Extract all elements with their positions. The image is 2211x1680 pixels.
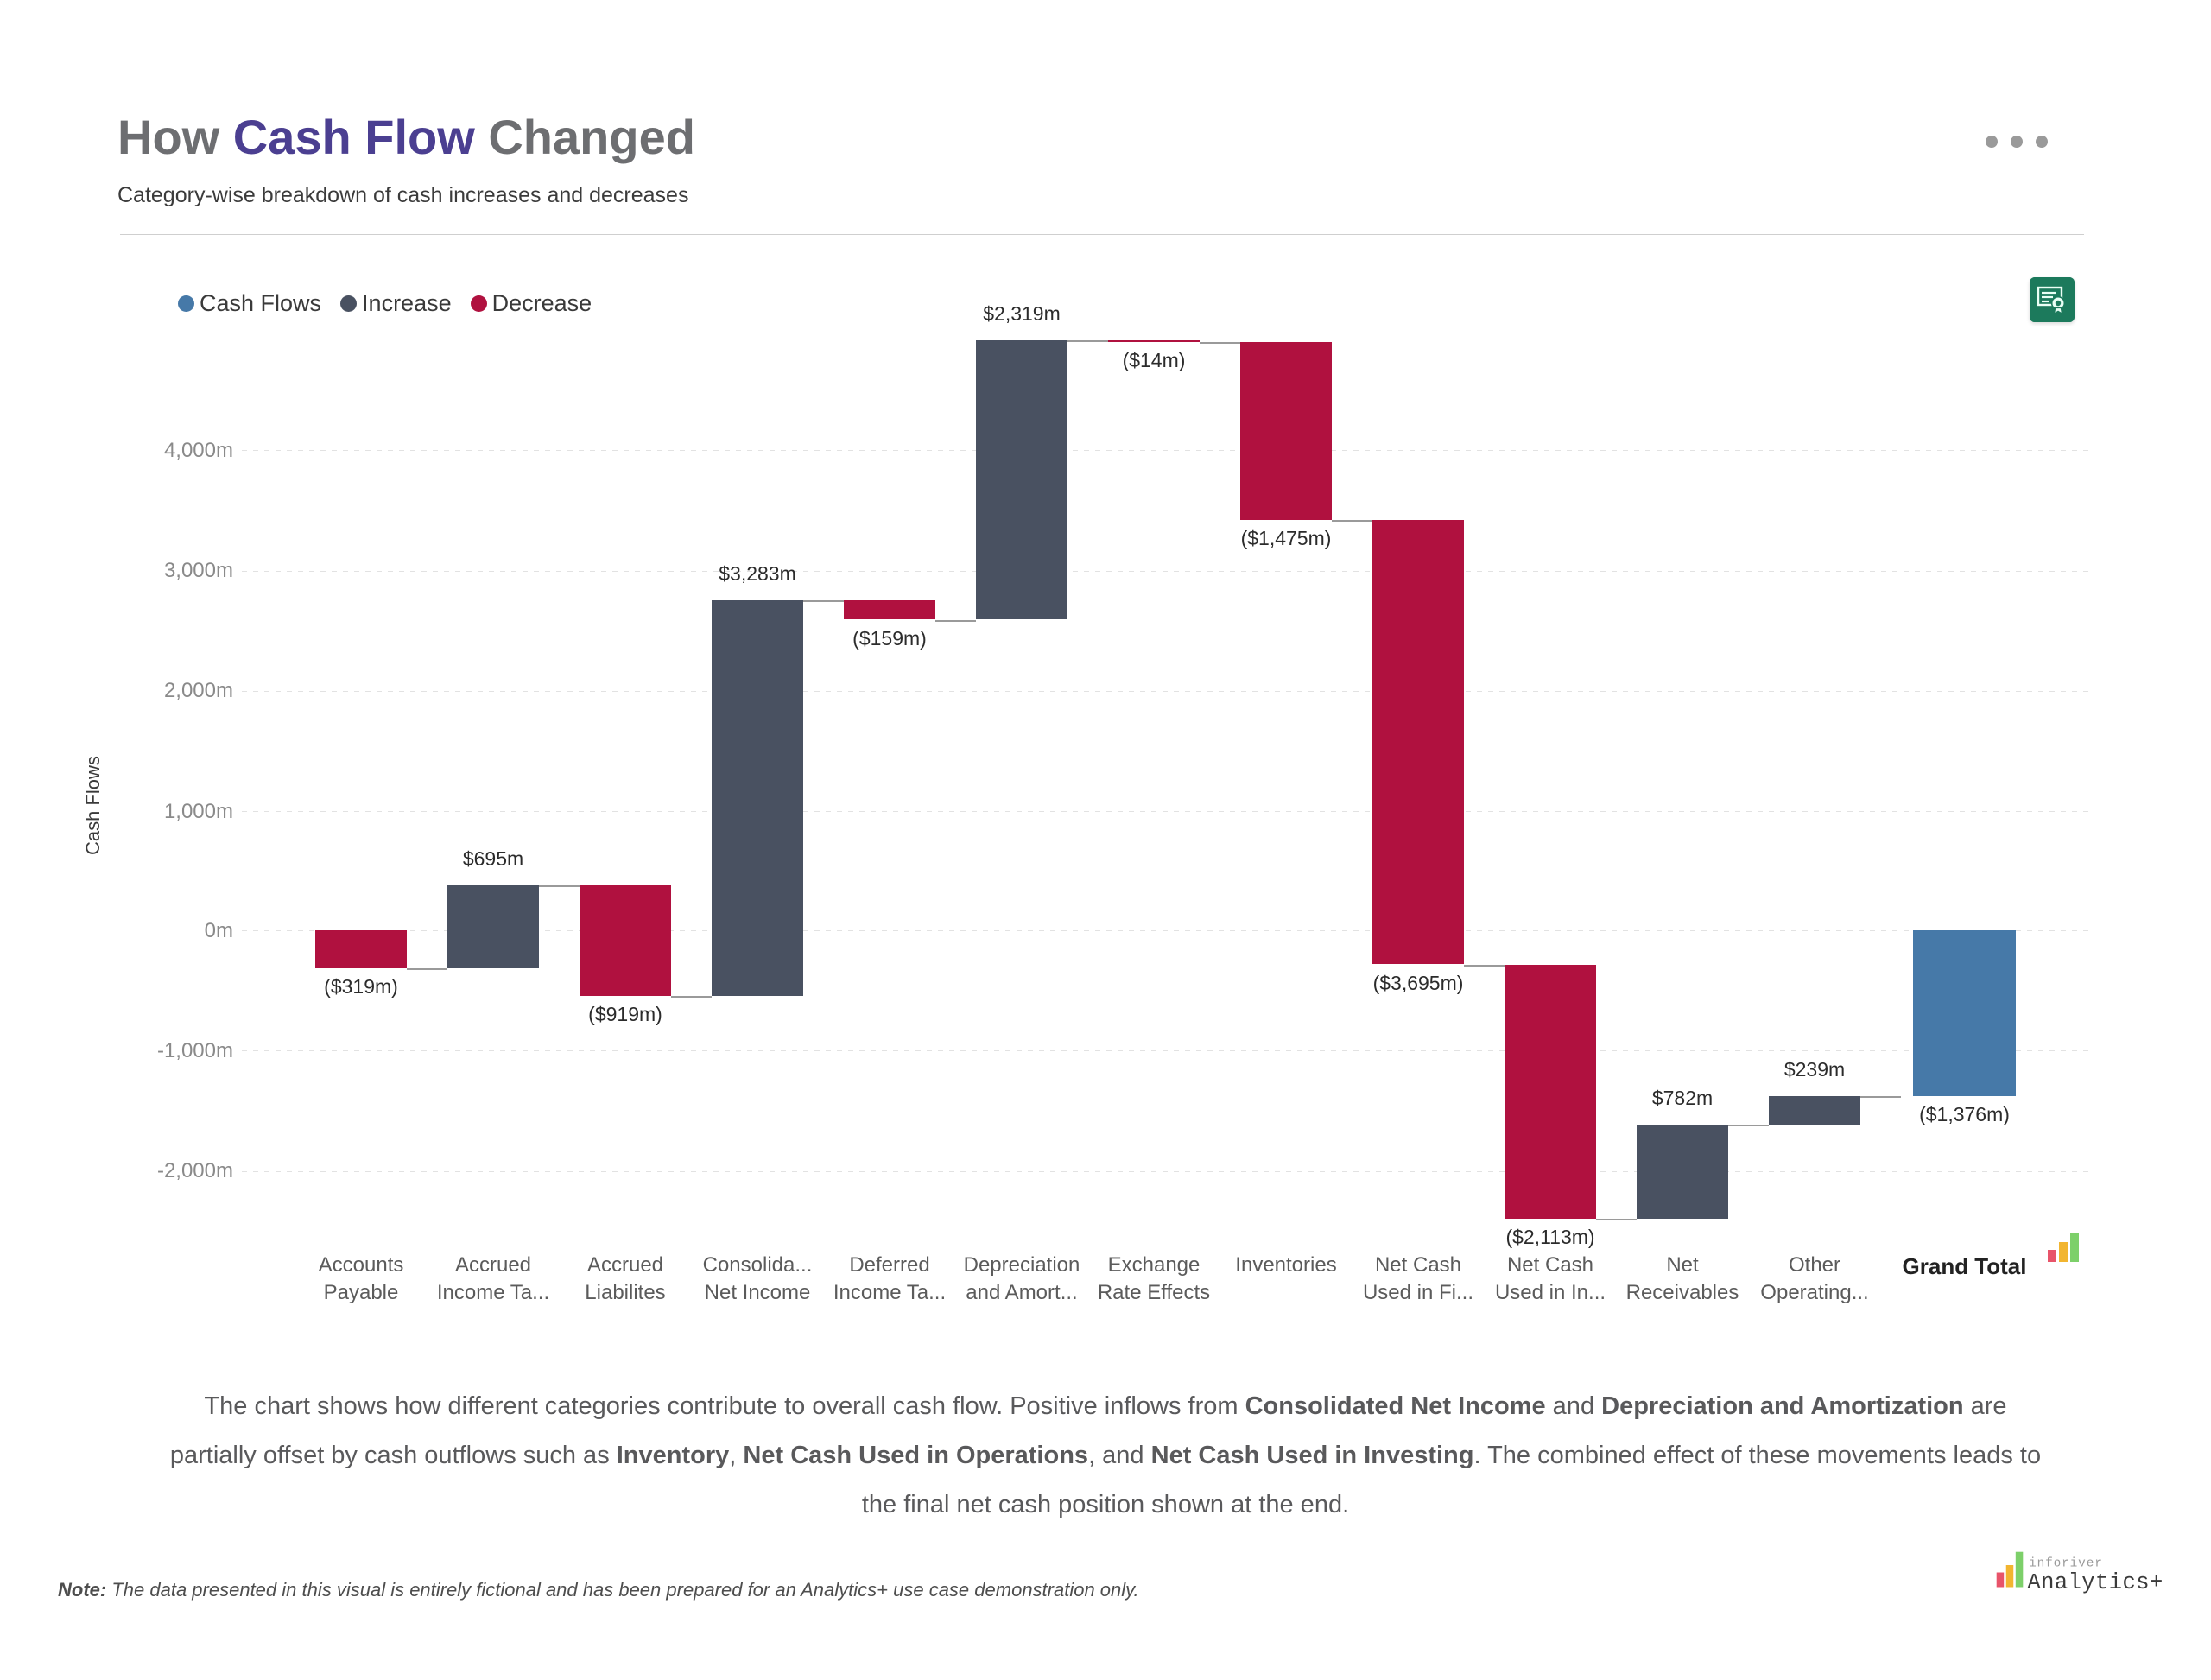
svg-text:Analytics+: Analytics+ bbox=[2027, 1570, 2163, 1595]
svg-text:inforiver: inforiver bbox=[2029, 1557, 2103, 1571]
